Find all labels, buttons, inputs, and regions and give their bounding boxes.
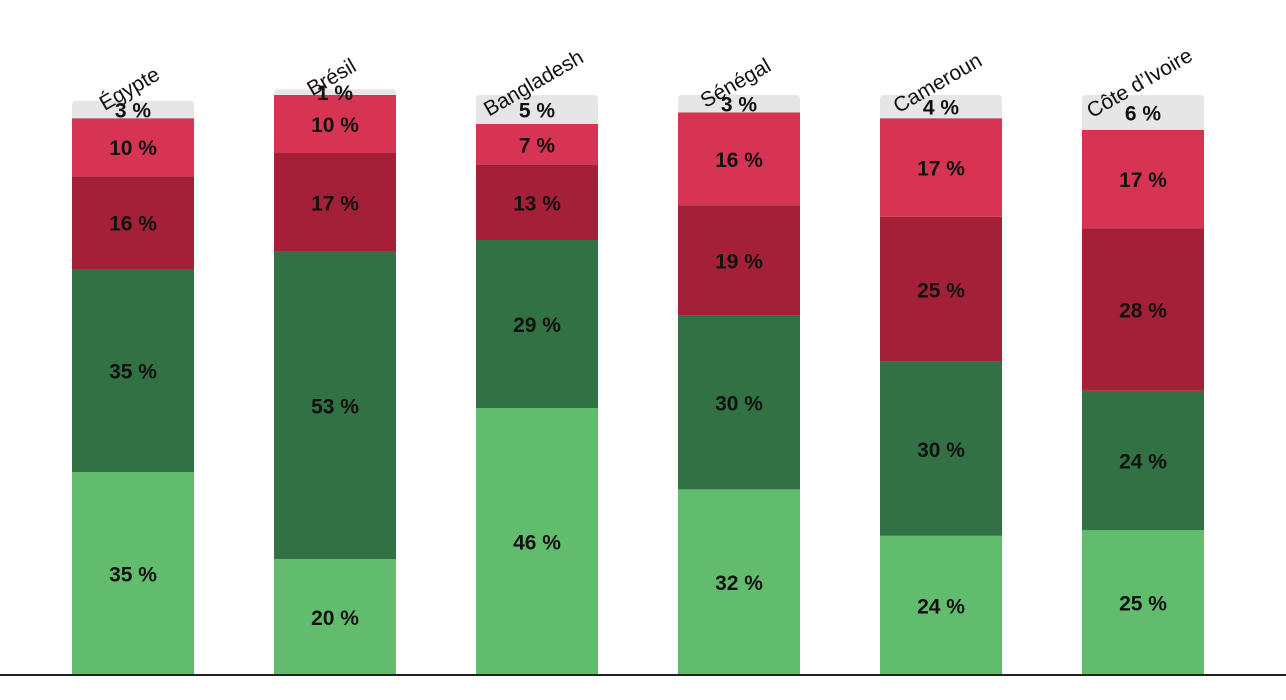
data-label: 1 % bbox=[317, 82, 354, 105]
data-label: 28 % bbox=[1119, 300, 1167, 323]
bar-segment bbox=[1082, 390, 1204, 530]
bar-segment bbox=[274, 559, 396, 675]
data-label: 53 % bbox=[311, 395, 359, 418]
data-label: 17 % bbox=[917, 158, 965, 181]
bar-segment bbox=[880, 535, 1002, 675]
bar-segment bbox=[72, 176, 194, 269]
bar-segment bbox=[1082, 530, 1204, 675]
data-label: 10 % bbox=[109, 137, 157, 160]
data-label: 3 % bbox=[115, 100, 152, 123]
bar-segment bbox=[678, 205, 800, 316]
bar-segment bbox=[880, 216, 1002, 362]
data-label: 16 % bbox=[109, 213, 157, 236]
bar-segment bbox=[880, 361, 1002, 536]
bar-segment bbox=[274, 95, 396, 153]
bar-segment bbox=[476, 408, 598, 675]
bar-segment bbox=[1082, 228, 1204, 391]
bar-stack: 20 % 53 % 17 % 10 % 1 % bbox=[274, 82, 396, 675]
bar-segment bbox=[476, 124, 598, 165]
data-label: 3 % bbox=[721, 94, 758, 117]
data-label: 30 % bbox=[917, 439, 965, 462]
data-label: 10 % bbox=[311, 114, 359, 137]
data-label: 35 % bbox=[109, 361, 157, 384]
bar-segment bbox=[274, 153, 396, 252]
bar-segment bbox=[678, 315, 800, 490]
bar-segment bbox=[476, 240, 598, 409]
bar-stack: 35 % 35 % 16 % 10 % 3 % bbox=[72, 100, 194, 675]
data-label: 35 % bbox=[109, 564, 157, 587]
bar-segment bbox=[678, 112, 800, 206]
bar-segment bbox=[72, 472, 194, 675]
bar-stack: 46 % 29 % 13 % 7 % 5 % bbox=[476, 95, 598, 675]
data-label: 29 % bbox=[513, 314, 561, 337]
data-label: 16 % bbox=[715, 149, 763, 172]
bar-segment bbox=[274, 251, 396, 559]
bar-segment bbox=[1082, 129, 1204, 229]
bar-stack: 25 % 24 % 28 % 17 % 6 % bbox=[1082, 95, 1204, 675]
data-label: 5 % bbox=[519, 100, 556, 123]
bar-segment bbox=[880, 95, 1002, 119]
data-label: 17 % bbox=[1119, 169, 1167, 192]
data-label: 46 % bbox=[513, 532, 561, 555]
data-label: 24 % bbox=[1119, 450, 1167, 473]
data-label: 6 % bbox=[1125, 102, 1162, 125]
data-label: 25 % bbox=[1119, 593, 1167, 616]
bar-segment bbox=[72, 118, 194, 177]
bar-segment bbox=[880, 118, 1002, 217]
bar-stack: 24 % 30 % 25 % 17 % 4 % bbox=[880, 95, 1002, 675]
bar-segment bbox=[274, 89, 396, 95]
bar-segment bbox=[678, 489, 800, 675]
bars-layer: 35 % 35 % 16 % 10 % 3 % 20 % 53 % 17 % 10 % 1 % 46… bbox=[72, 82, 1204, 675]
bar-segment bbox=[476, 95, 598, 124]
bar-segment bbox=[72, 100, 194, 119]
data-label: 20 % bbox=[311, 607, 359, 630]
data-label: 13 % bbox=[513, 192, 561, 215]
data-label: 32 % bbox=[715, 572, 763, 595]
data-label: 24 % bbox=[917, 595, 965, 618]
bar-segment bbox=[72, 269, 194, 472]
data-label: 7 % bbox=[519, 134, 556, 157]
category-labels-layer: Égypte Brésil Bangladesh Sénégal Cameroun Côt… bbox=[96, 44, 1197, 123]
data-label: 4 % bbox=[923, 97, 960, 120]
bar-segment bbox=[476, 164, 598, 240]
data-label: 19 % bbox=[715, 250, 763, 273]
bar-segment bbox=[678, 95, 800, 113]
bar-segment bbox=[1082, 95, 1204, 130]
data-label: 25 % bbox=[917, 279, 965, 302]
data-label: 17 % bbox=[311, 192, 359, 215]
data-label: 30 % bbox=[715, 392, 763, 415]
bar-stack: 32 % 30 % 19 % 16 % 3 % bbox=[678, 94, 800, 675]
